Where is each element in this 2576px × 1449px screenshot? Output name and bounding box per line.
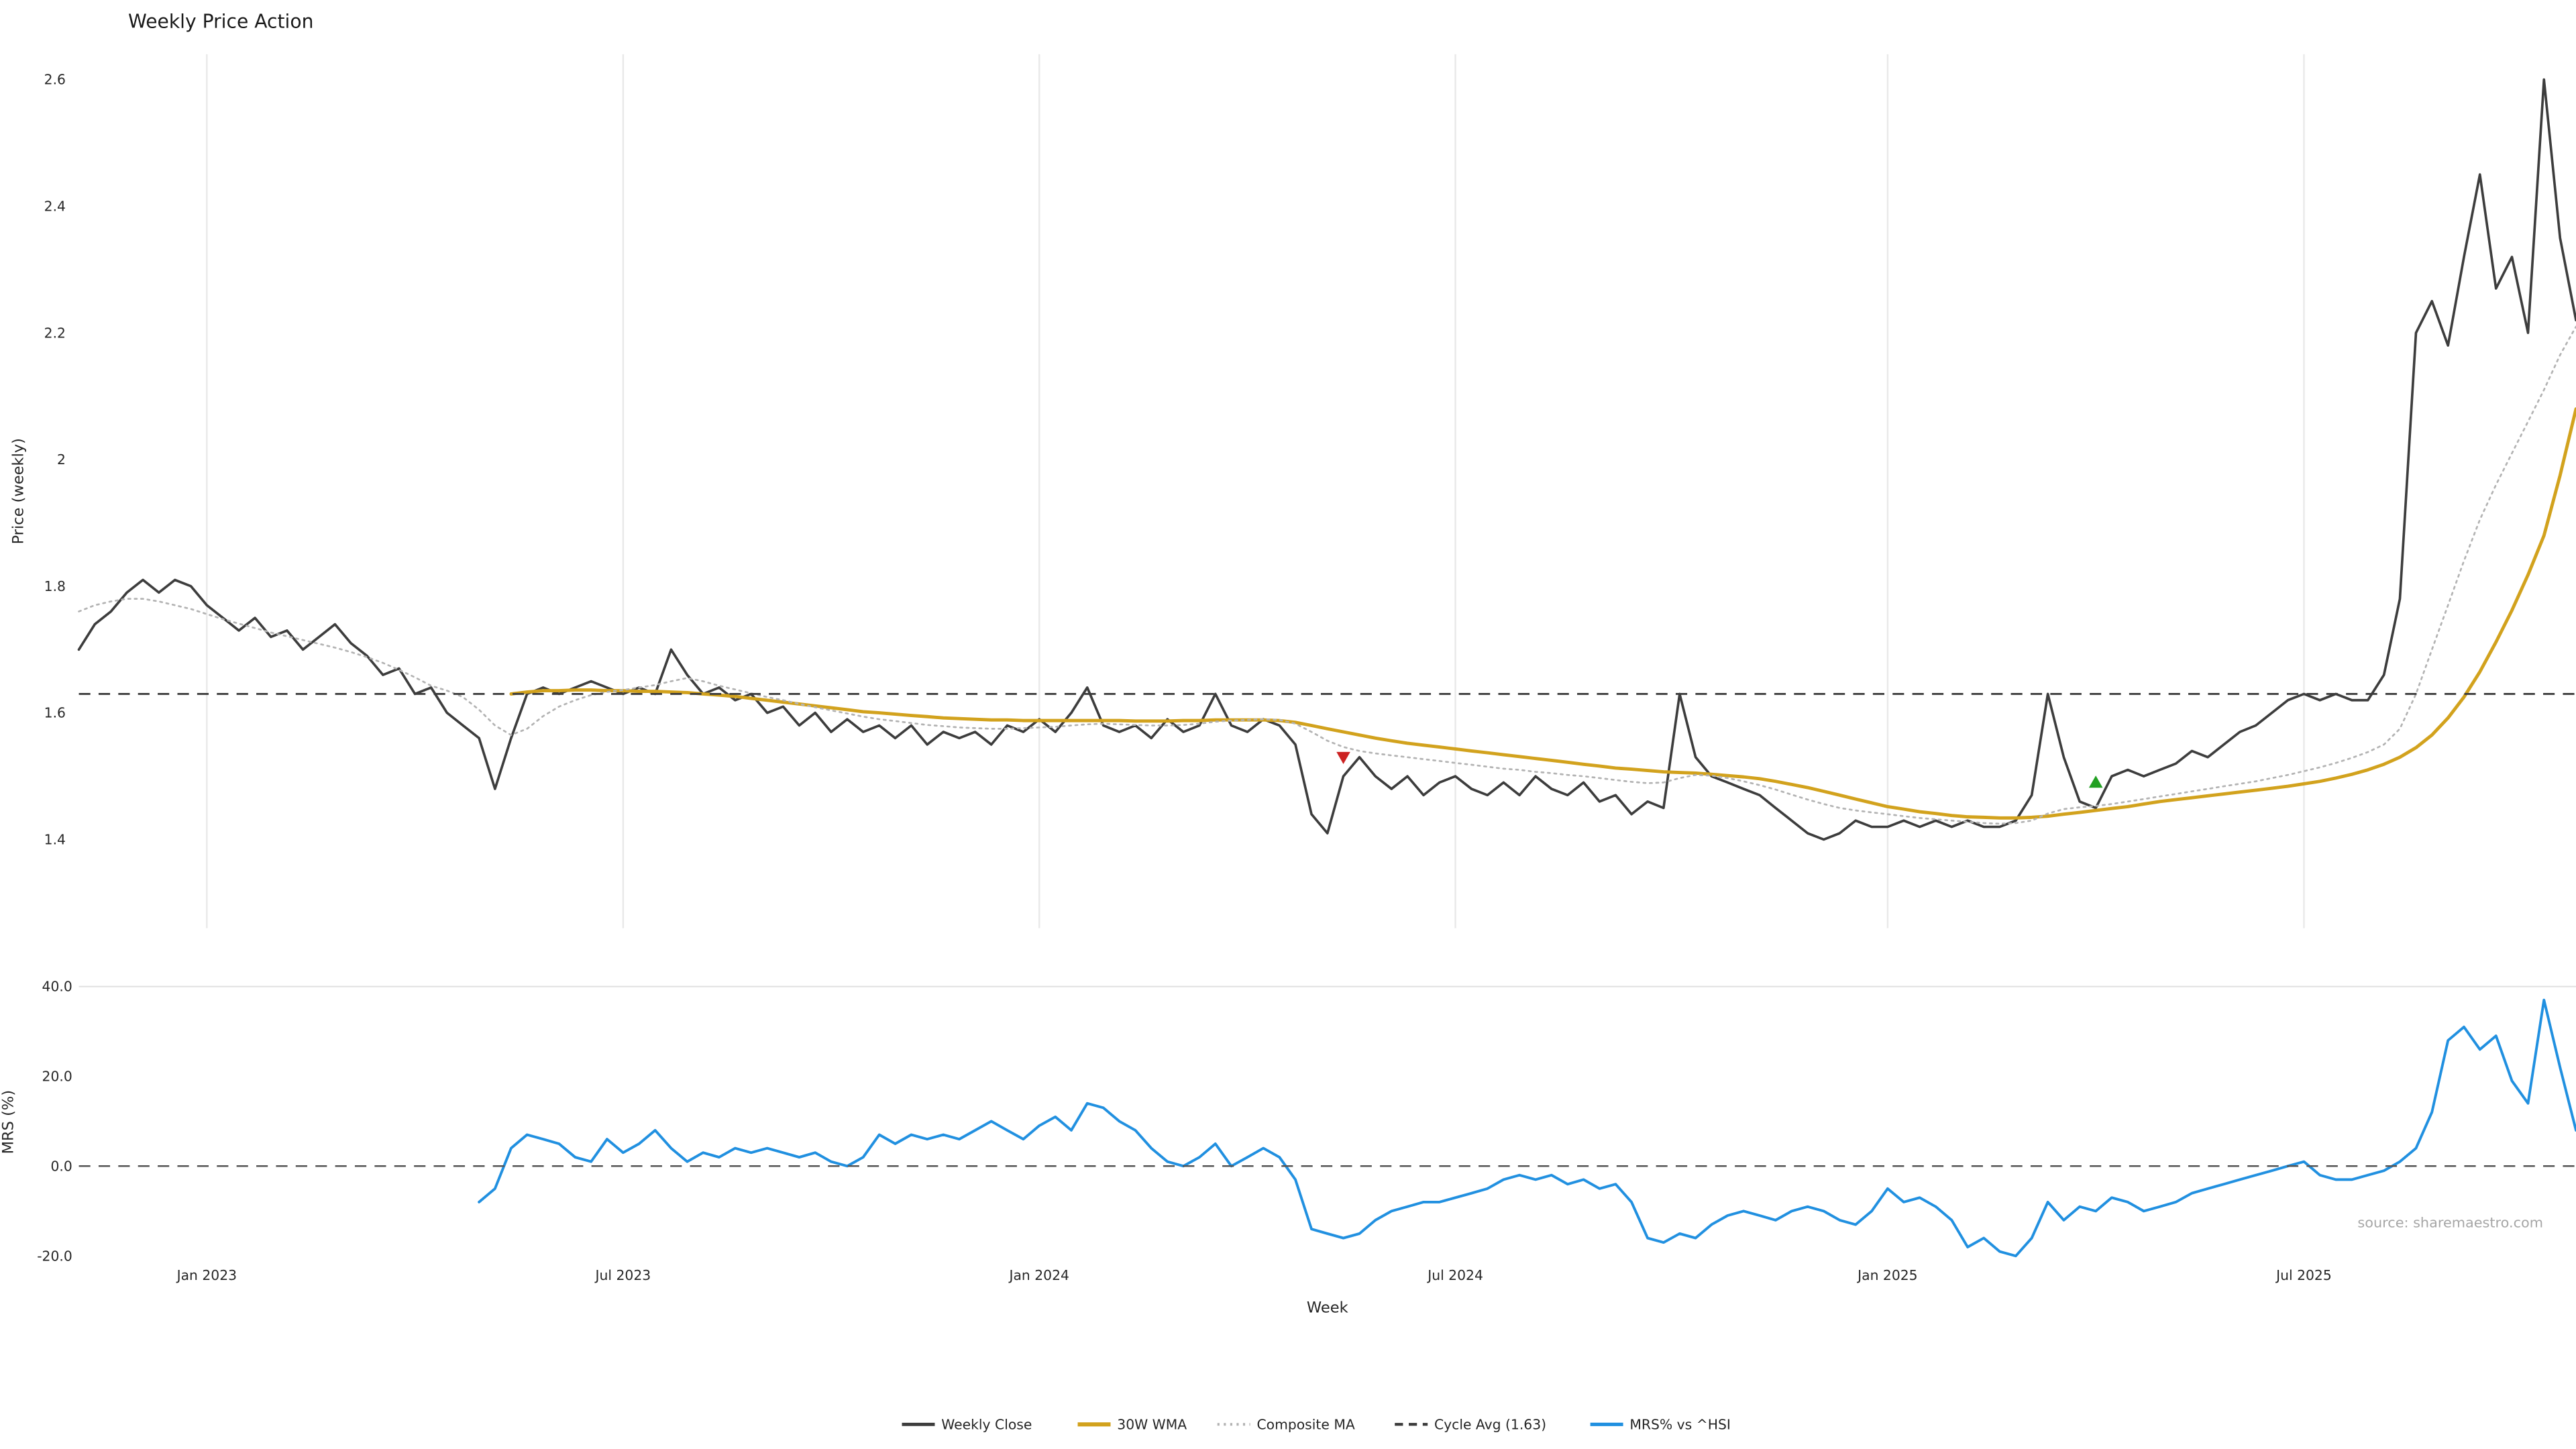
buy-signal-marker: [2088, 775, 2103, 788]
x-tick-label: Jan 2024: [1008, 1267, 1069, 1283]
legend-label-weekly-close: Weekly Close: [941, 1417, 1032, 1433]
legend-item-mrs-hsi: MRS% vs ^HSI: [1590, 1417, 1731, 1433]
price-axis-label: Price (weekly): [9, 438, 27, 544]
composite-ma-line: [78, 325, 2576, 825]
plot-area: 1.4 1.6 1.8 2 2.2 2.4 2.6 -20.0 0.0 20.0 40.0 Jan 2…: [37, 54, 2576, 1283]
x-tick-label: Jul 2025: [2275, 1267, 2332, 1283]
x-tick-label: Jan 2025: [1856, 1267, 1917, 1283]
chart-title: Weekly Price Action: [128, 11, 313, 33]
legend-item-weekly-close: Weekly Close: [902, 1417, 1032, 1433]
legend-label-30w-wma: 30W WMA: [1117, 1417, 1187, 1433]
sell-signal-marker: [1336, 751, 1350, 765]
legend-item-30w-wma: 30W WMA: [1077, 1417, 1187, 1433]
y-tick-label: 1.8: [44, 578, 66, 594]
source-annotation: source: sharemaestro.com: [2357, 1214, 2543, 1230]
30w-wma-line: [509, 407, 2576, 820]
weekly-close-line: [77, 78, 2576, 841]
legend-label-cycle-avg: Cycle Avg (1.63): [1434, 1417, 1546, 1433]
legend-label-mrs-hsi: MRS% vs ^HSI: [1629, 1417, 1731, 1433]
y-tick-label: -20.0: [37, 1248, 72, 1264]
x-tick-label: Jul 2024: [1426, 1267, 1483, 1283]
x-tick-label: Jul 2023: [594, 1267, 651, 1283]
mrs-vs-hsi-line: [478, 998, 2576, 1258]
legend: Weekly Close 30W WMA Composite MA Cycle …: [902, 1417, 1731, 1433]
x-axis-label: Week: [1307, 1299, 1348, 1317]
mrs-axis-label: MRS (%): [0, 1090, 17, 1154]
legend-item-composite-ma: Composite MA: [1217, 1417, 1355, 1433]
y-tick-label: 2.2: [44, 325, 66, 341]
y-tick-label: 2.4: [44, 198, 66, 214]
x-tick-label: Jan 2023: [176, 1267, 237, 1283]
y-tick-label: 1.6: [44, 705, 66, 721]
y-tick-label: 40.0: [42, 979, 72, 995]
y-tick-label: 0.0: [50, 1158, 72, 1174]
y-tick-label: 20.0: [42, 1069, 72, 1085]
y-tick-label: 1.4: [44, 832, 66, 848]
legend-label-composite-ma: Composite MA: [1256, 1417, 1354, 1433]
legend-item-cycle-avg: Cycle Avg (1.63): [1395, 1417, 1546, 1433]
y-tick-label: 2.6: [44, 72, 66, 88]
y-tick-label: 2: [57, 451, 66, 468]
